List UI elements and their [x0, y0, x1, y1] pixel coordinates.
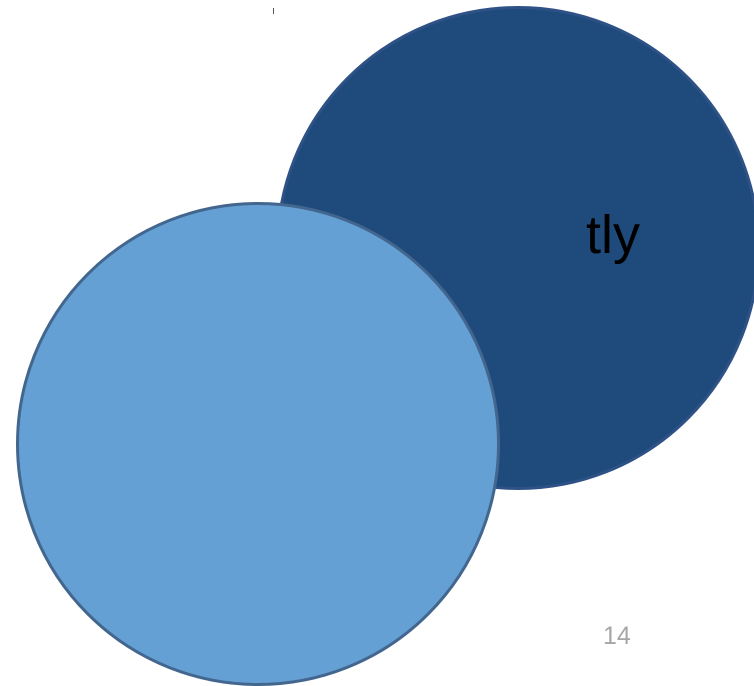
- page-number: 14: [603, 622, 631, 650]
- slide-body-text: tly: [586, 205, 640, 265]
- tick-mark: [273, 8, 274, 14]
- light-blue-circle: [16, 202, 500, 686]
